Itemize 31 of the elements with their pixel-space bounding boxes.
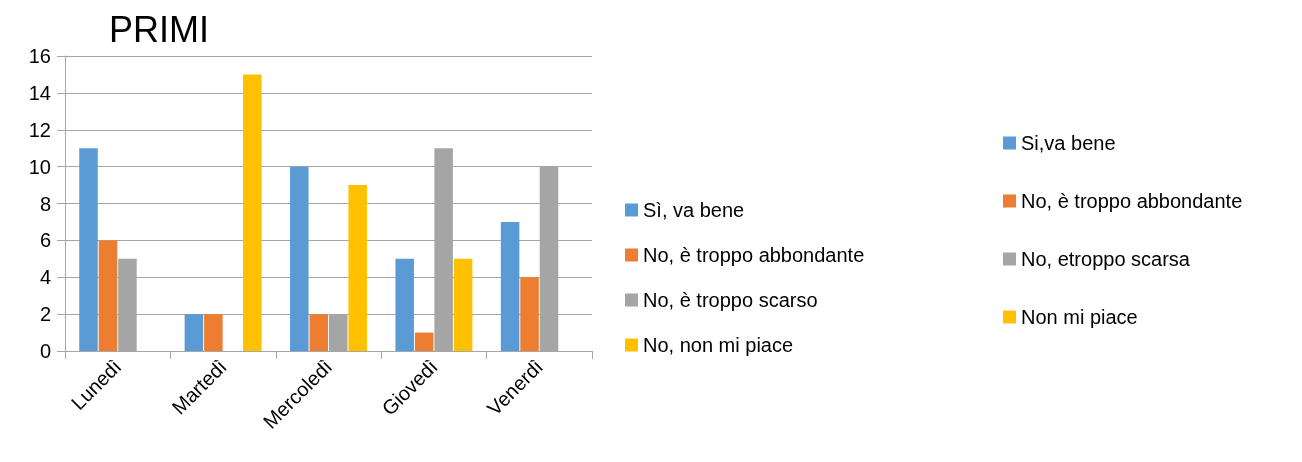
y-tick-label: 6 xyxy=(39,229,51,252)
bar xyxy=(243,74,262,351)
y-tick-label: 12 xyxy=(28,118,51,141)
legend-label: No, è troppo scarso xyxy=(643,289,818,311)
bar xyxy=(414,332,434,351)
y-tick-label: 10 xyxy=(28,155,51,178)
y-tick-label: 16 xyxy=(28,45,51,67)
bar xyxy=(204,314,223,351)
bar xyxy=(348,185,367,351)
bar xyxy=(309,314,329,351)
bar xyxy=(395,258,414,351)
legend-label: Sì, va bene xyxy=(643,199,745,221)
bar xyxy=(79,148,98,351)
bar xyxy=(290,166,309,351)
y-tick-label: 4 xyxy=(39,266,51,289)
y-tick-label: 14 xyxy=(28,81,51,104)
bar xyxy=(184,314,204,351)
chart-title: PRIMI xyxy=(109,8,210,50)
bar xyxy=(520,277,539,351)
legend-label: Si,va bene xyxy=(1021,132,1116,154)
y-tick-label: 2 xyxy=(39,303,51,326)
y-tick-label: 8 xyxy=(39,192,51,215)
legend-label: No, è troppo abbondante xyxy=(643,244,865,266)
legend-label: Non mi piace xyxy=(1021,306,1138,328)
legend-label: No, non mi piace xyxy=(643,334,794,356)
bar xyxy=(500,221,520,351)
y-tick-label: 0 xyxy=(39,340,51,362)
legend-label: No, è troppo abbondante xyxy=(1021,190,1243,212)
legend-label: No, etroppo scarsa xyxy=(1021,248,1191,270)
bar xyxy=(98,240,118,351)
bar xyxy=(453,258,473,351)
